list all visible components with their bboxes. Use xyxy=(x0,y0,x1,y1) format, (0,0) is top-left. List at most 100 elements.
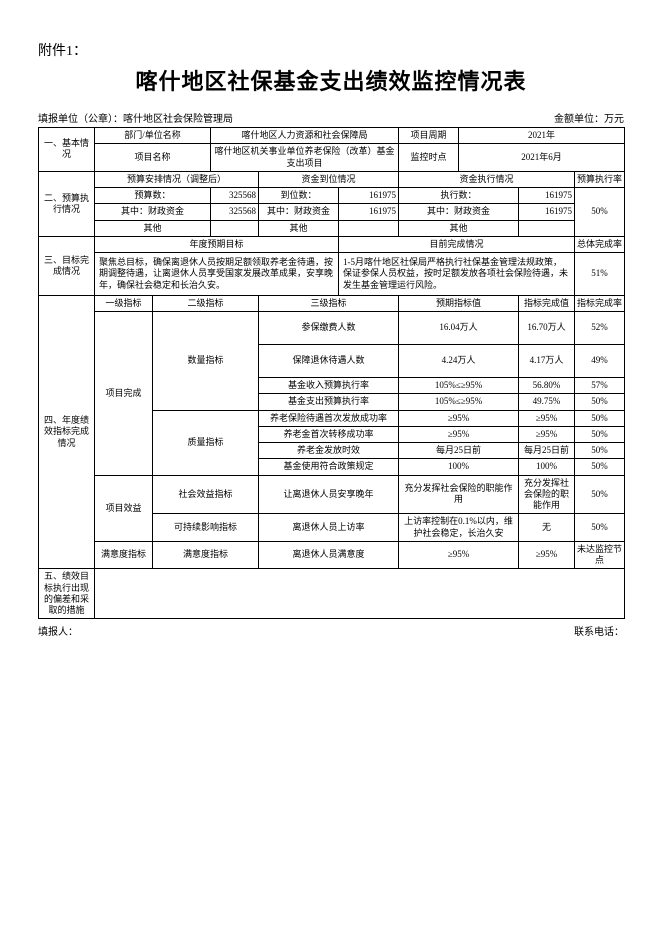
hdr-l3: 三级指标 xyxy=(259,295,399,311)
ind-l3: 保障退休待遇人数 xyxy=(259,345,399,378)
main-table: 一、基本情况 部门/单位名称 喀什地区人力资源和社会保障局 项目周期 2021年… xyxy=(38,127,625,619)
other-arrive xyxy=(339,220,399,236)
monitor-label: 监控时点 xyxy=(399,144,459,172)
current-goal-text: 1-5月喀什地区社保局严格执行社保基金管理法规政策，保证参保人员权益，按时足额发… xyxy=(339,253,575,296)
footer: 填报人： 联系电话： xyxy=(38,623,624,638)
ind-target: ≥95% xyxy=(399,541,519,569)
ind-rate: 50% xyxy=(575,459,625,475)
hdr-done: 指标完成值 xyxy=(519,295,575,311)
meta-row: 填报单位（公章）：喀什地区社会保险管理局 金额单位：万元 xyxy=(38,110,624,125)
section-header-indicators: 四、年度绩效指标完成情况 xyxy=(39,295,95,569)
currency-unit: 金额单位：万元 xyxy=(554,110,624,125)
exec-num-label: 执行数： xyxy=(399,188,519,204)
ind-l3: 离退休人员满意度 xyxy=(259,541,399,569)
period-label: 项目周期 xyxy=(399,128,459,144)
ind-done: 无 xyxy=(519,514,575,542)
table-row: 其他 其他 其他 xyxy=(39,220,625,236)
table-row: 聚焦总目标，确保离退休人员按期足额领取养老金待遇，按期调整待遇，让离退休人员享受… xyxy=(39,253,625,296)
table-row: 三、目标完成情况 年度预期目标 目前完成情况 总体完成率 xyxy=(39,236,625,252)
ind-rate: 50% xyxy=(575,394,625,410)
other-budget xyxy=(211,220,259,236)
hdr-l1: 一级指标 xyxy=(95,295,153,311)
hdr-rate: 指标完成率 xyxy=(575,295,625,311)
ind-target: 100% xyxy=(399,459,519,475)
ind-l3: 基金使用符合政策规定 xyxy=(259,459,399,475)
fiscal-budget-label: 其中：财政资金 xyxy=(95,204,211,220)
section-header-basic: 一、基本情况 xyxy=(39,128,95,172)
ind-done: 49.75% xyxy=(519,394,575,410)
ind-target: 每月25日前 xyxy=(399,443,519,459)
table-row: 满意度指标 满意度指标 离退休人员满意度 ≥95% ≥95% 未达监控节点 xyxy=(39,541,625,569)
sub-quality: 质量指标 xyxy=(153,410,259,475)
table-row: 项目完成 数量指标 参保缴费人数 16.04万人 16.70万人 52% xyxy=(39,312,625,345)
ind-target: 105%≤≥95% xyxy=(399,394,519,410)
section-header-goal: 三、目标完成情况 xyxy=(39,236,95,295)
reporter-label: 填报人： xyxy=(38,623,78,638)
table-row: 预算数： 325568 到位数： 161975 执行数： 161975 50% xyxy=(39,188,625,204)
proj-label: 项目名称 xyxy=(95,144,211,172)
cat-project-done: 项目完成 xyxy=(95,312,153,476)
sub-satis: 满意度指标 xyxy=(153,541,259,569)
fiscal-arrive: 161975 xyxy=(339,204,399,220)
ind-l3: 养老金首次转移成功率 xyxy=(259,426,399,442)
fiscal-budget: 325568 xyxy=(211,204,259,220)
ind-done: 每月25日前 xyxy=(519,443,575,459)
table-row: 其中：财政资金 325568 其中：财政资金 161975 其中：财政资金 16… xyxy=(39,204,625,220)
ind-target: 上访率控制在0.1%以内，维护社会稳定，长治久安 xyxy=(399,514,519,542)
current-goal-label: 目前完成情况 xyxy=(339,236,575,252)
ind-target: 4.24万人 xyxy=(399,345,519,378)
ind-done: 充分发挥社会保险的职能作用 xyxy=(519,475,575,514)
ind-done: 56.80% xyxy=(519,378,575,394)
budget-plan-label: 预算安排情况（调整后） xyxy=(95,171,259,187)
fiscal-arrive-label: 其中：财政资金 xyxy=(259,204,339,220)
phone-label: 联系电话： xyxy=(574,623,624,638)
budget-num-label: 预算数： xyxy=(95,188,211,204)
budget-num: 325568 xyxy=(211,188,259,204)
annual-goal-label: 年度预期目标 xyxy=(95,236,339,252)
ind-target: 充分发挥社会保险的职能作用 xyxy=(399,475,519,514)
proj-value: 喀什地区机关事业单位养老保险（改革）基金支出项目 xyxy=(211,144,399,172)
ind-target: ≥95% xyxy=(399,410,519,426)
attachment-label: 附件1： xyxy=(38,40,624,60)
ind-l3: 基金支出预算执行率 xyxy=(259,394,399,410)
ind-target: ≥95% xyxy=(399,426,519,442)
page: 附件1： 喀什地区社保基金支出绩效监控情况表 填报单位（公章）：喀什地区社会保险… xyxy=(0,0,662,648)
sub-social: 社会效益指标 xyxy=(153,475,259,514)
fiscal-exec-label: 其中：财政资金 xyxy=(399,204,519,220)
ind-done: 100% xyxy=(519,459,575,475)
exec-num: 161975 xyxy=(519,188,575,204)
table-row: 项目名称 喀什地区机关事业单位养老保险（改革）基金支出项目 监控时点 2021年… xyxy=(39,144,625,172)
cat-project-benefit: 项目效益 xyxy=(95,475,153,541)
hdr-l2: 二级指标 xyxy=(153,295,259,311)
other-exec xyxy=(519,220,575,236)
sub-qty: 数量指标 xyxy=(153,312,259,411)
ind-done: ≥95% xyxy=(519,541,575,569)
annual-goal-text: 聚焦总目标，确保离退休人员按期足额领取养老金待遇，按期调整待遇，让离退休人员享受… xyxy=(95,253,339,296)
table-row: 四、年度绩效指标完成情况 一级指标 二级指标 三级指标 预期指标值 指标完成值 … xyxy=(39,295,625,311)
section-header-budget: 二、预算执行情况 xyxy=(39,171,95,236)
table-row: 项目效益 社会效益指标 让离退休人员安享晚年 充分发挥社会保险的职能作用 充分发… xyxy=(39,475,625,514)
ind-l3: 让离退休人员安享晚年 xyxy=(259,475,399,514)
ind-rate: 57% xyxy=(575,378,625,394)
ind-rate: 50% xyxy=(575,426,625,442)
budget-rate-label: 预算执行率 xyxy=(575,171,625,187)
fiscal-exec: 161975 xyxy=(519,204,575,220)
budget-rate-value: 50% xyxy=(575,188,625,237)
section-header-deviation: 五、绩效目标执行出现的偏差和采取的措施 xyxy=(39,569,95,619)
ind-rate: 未达监控节点 xyxy=(575,541,625,569)
ind-done: 4.17万人 xyxy=(519,345,575,378)
total-rate-value: 51% xyxy=(575,253,625,296)
hdr-target: 预期指标值 xyxy=(399,295,519,311)
arrive-num-label: 到位数： xyxy=(259,188,339,204)
ind-done: 16.70万人 xyxy=(519,312,575,345)
page-title: 喀什地区社保基金支出绩效监控情况表 xyxy=(38,64,624,96)
arrive-num: 161975 xyxy=(339,188,399,204)
other-arrive-label: 其他 xyxy=(259,220,339,236)
cat-satisfaction: 满意度指标 xyxy=(95,541,153,569)
ind-l3: 离退休人员上访率 xyxy=(259,514,399,542)
table-row: 一、基本情况 部门/单位名称 喀什地区人力资源和社会保障局 项目周期 2021年 xyxy=(39,128,625,144)
other-exec-label: 其他 xyxy=(399,220,519,236)
ind-done: ≥95% xyxy=(519,410,575,426)
ind-l3: 基金收入预算执行率 xyxy=(259,378,399,394)
monitor-value: 2021年6月 xyxy=(459,144,625,172)
